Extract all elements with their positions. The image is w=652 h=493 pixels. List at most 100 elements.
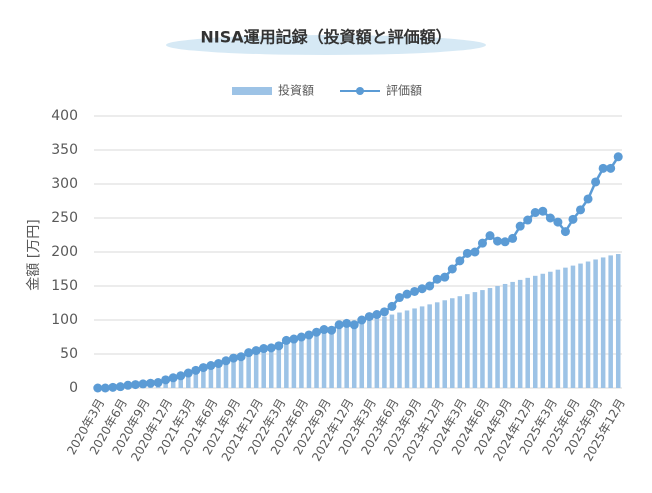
- bar: [608, 255, 613, 388]
- point: [523, 215, 533, 225]
- point: [447, 264, 457, 274]
- bar: [382, 316, 387, 388]
- chart-title: NISA運用記録（投資額と評価額）: [200, 28, 451, 47]
- point: [153, 378, 163, 388]
- point: [176, 371, 186, 381]
- y-tick-label: 400: [51, 108, 78, 124]
- bar: [374, 318, 380, 388]
- point: [606, 163, 616, 173]
- bar: [284, 343, 289, 388]
- point: [394, 293, 404, 303]
- y-tick-label: 150: [51, 278, 78, 294]
- point: [266, 343, 276, 353]
- bar: [480, 290, 485, 388]
- point: [221, 356, 231, 366]
- y-tick-label: 50: [60, 346, 78, 362]
- bar: [487, 288, 493, 388]
- bar: [548, 271, 553, 388]
- bar: [246, 355, 251, 388]
- point: [191, 365, 201, 375]
- bar: [585, 261, 591, 388]
- y-tick-label: 100: [51, 312, 78, 328]
- bar: [465, 294, 470, 388]
- bar: [223, 362, 229, 388]
- point: [259, 344, 269, 354]
- bar: [170, 378, 176, 388]
- point: [613, 152, 623, 162]
- point: [440, 272, 450, 282]
- bar: [600, 257, 606, 388]
- bar: [532, 275, 538, 388]
- point: [402, 289, 412, 299]
- bar: [329, 330, 334, 388]
- bar: [291, 341, 297, 388]
- bar: [555, 269, 561, 388]
- bar: [578, 263, 583, 388]
- bar: [517, 279, 523, 388]
- bar: [208, 367, 214, 388]
- point: [115, 382, 125, 392]
- point: [455, 256, 465, 266]
- point: [410, 286, 420, 296]
- point: [319, 325, 329, 335]
- point: [515, 221, 525, 231]
- point: [334, 320, 344, 330]
- point: [183, 368, 193, 378]
- point: [417, 284, 427, 294]
- bar: [367, 320, 372, 388]
- bar: [593, 259, 598, 388]
- bar: [231, 360, 236, 388]
- bar: [186, 374, 191, 388]
- legend-label: 投資額: [278, 83, 314, 98]
- bar: [427, 304, 432, 388]
- point: [432, 274, 442, 284]
- point: [108, 382, 118, 392]
- bar: [540, 273, 546, 388]
- bar: [472, 292, 478, 388]
- point: [244, 348, 254, 358]
- point: [206, 361, 216, 371]
- point: [477, 238, 487, 248]
- point: [425, 281, 435, 291]
- bar: [570, 265, 576, 388]
- point: [470, 247, 480, 257]
- legend-swatch: [356, 87, 364, 95]
- bar: [253, 353, 259, 388]
- point: [462, 248, 472, 258]
- y-tick-label: 350: [51, 142, 78, 158]
- point: [93, 383, 103, 393]
- point: [281, 335, 291, 345]
- bar: [404, 310, 410, 388]
- legend-label: 評価額: [386, 83, 422, 98]
- point: [508, 233, 518, 243]
- point: [576, 205, 586, 215]
- point: [545, 213, 555, 223]
- point: [364, 312, 374, 322]
- y-tick-label: 300: [51, 176, 78, 192]
- bar: [412, 308, 417, 388]
- bar: [563, 267, 568, 388]
- bar: [434, 302, 440, 388]
- point: [553, 217, 563, 227]
- point: [591, 177, 601, 187]
- bar: [495, 286, 500, 388]
- title-backdrop: [166, 35, 486, 55]
- point: [213, 359, 223, 369]
- point: [530, 208, 540, 218]
- bar: [525, 277, 530, 388]
- bar: [201, 369, 206, 388]
- bar: [442, 300, 448, 388]
- legend-swatch: [232, 87, 272, 95]
- point: [146, 378, 156, 388]
- point: [327, 325, 337, 335]
- point: [130, 380, 140, 390]
- point: [357, 315, 367, 325]
- point: [251, 346, 261, 356]
- bar: [193, 371, 199, 388]
- bar: [457, 296, 463, 388]
- point: [583, 194, 593, 204]
- point: [349, 320, 359, 330]
- point: [304, 330, 314, 340]
- point: [229, 353, 239, 363]
